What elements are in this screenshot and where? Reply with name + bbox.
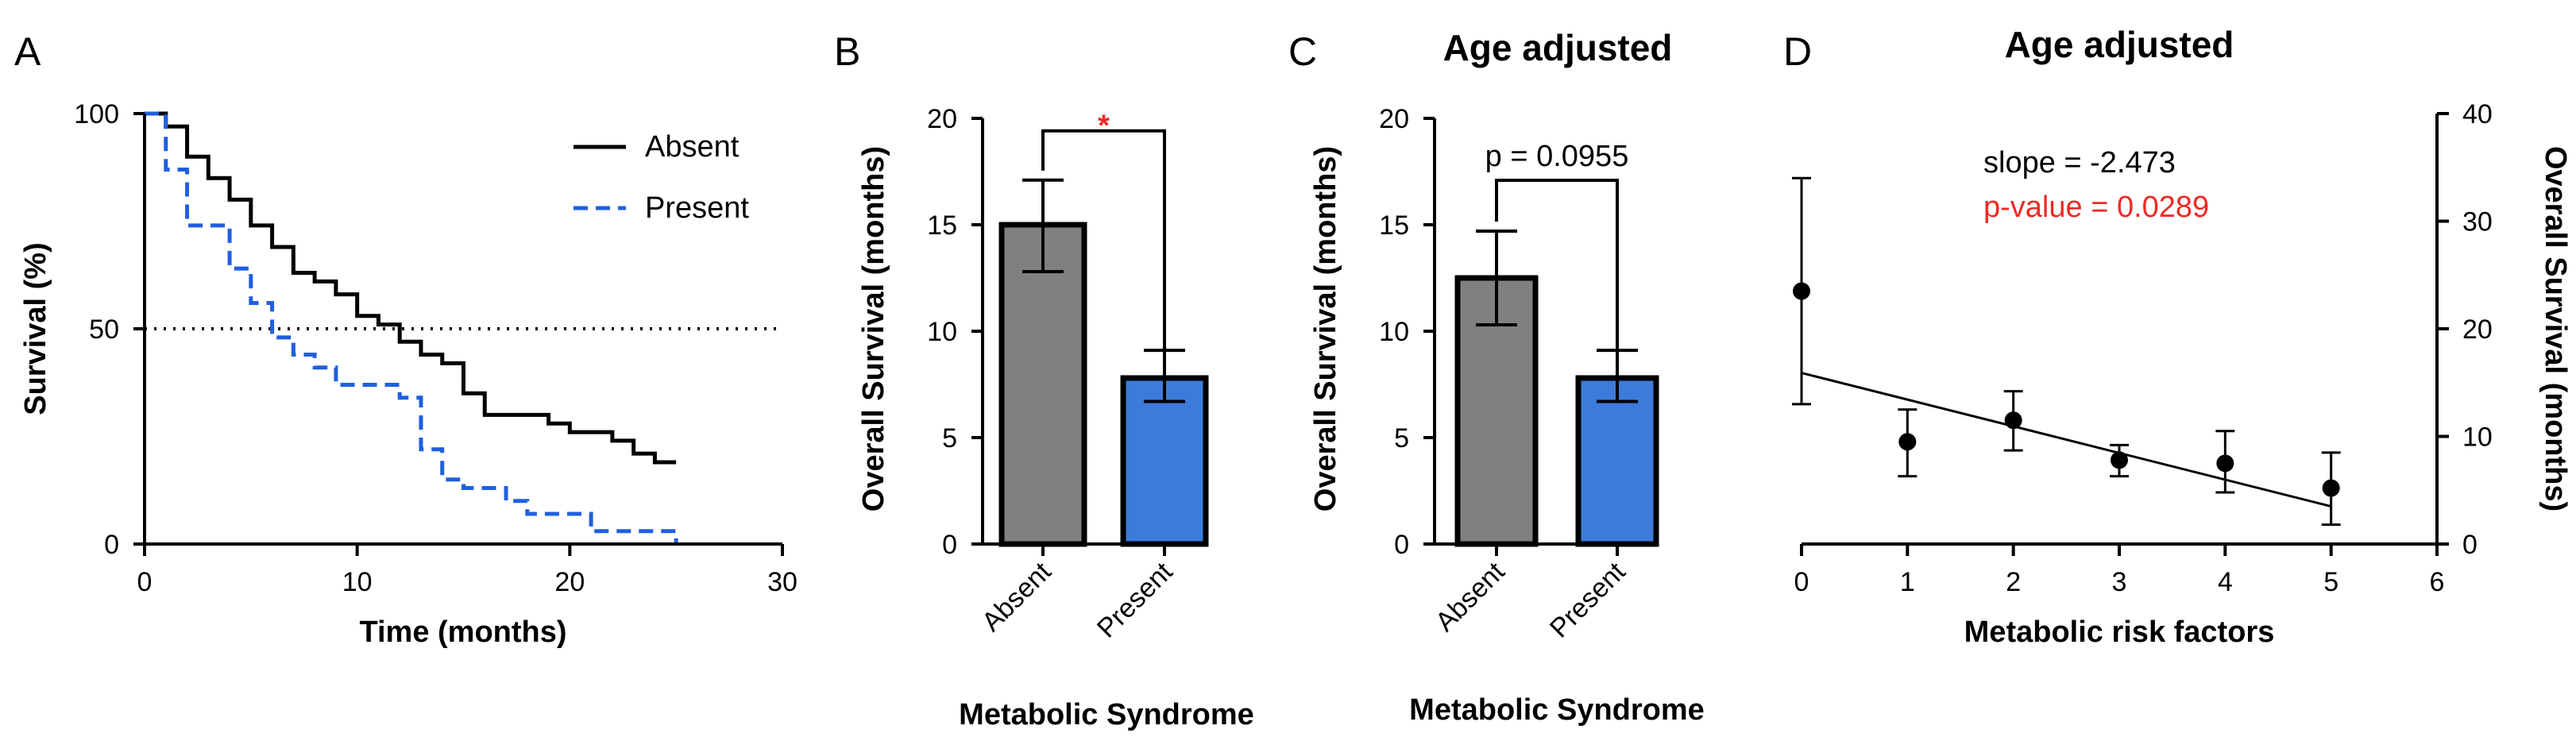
y-tick-label: 5	[1394, 423, 1409, 453]
y-tick-label: 0	[1394, 530, 1409, 560]
x-tick-label: 10	[342, 567, 373, 597]
panel-c-letter: C	[1288, 29, 1317, 74]
panel-a-letter: A	[14, 29, 41, 74]
significance-bracket	[1041, 129, 1166, 402]
data-point	[2004, 411, 2022, 430]
significance-bracket	[1495, 179, 1619, 402]
panel-b: B * 0 5 10 15 20 Absent Present Overall Survi…	[834, 29, 1254, 731]
error-bar-absent	[1022, 178, 1064, 273]
category-label-absent: Absent	[1430, 556, 1511, 637]
x-tick-label: 4	[2218, 567, 2233, 597]
p-value-label: p = 0.0955	[1485, 140, 1629, 173]
panel-a-y-label: Survival (%)	[19, 242, 52, 415]
panel-d-title: Age adjusted	[2005, 24, 2234, 65]
bar-present	[1120, 375, 1209, 547]
data-point	[2322, 479, 2340, 497]
panel-d-x-ticks: 0 1 2 3 4 5 6	[1794, 544, 2445, 597]
legend-label-present: Present	[645, 191, 749, 225]
category-label-absent: Absent	[976, 556, 1057, 637]
panel-a-x-label: Time (months)	[359, 616, 566, 649]
panel-a-x-ticks: 0 10 20 30	[137, 544, 798, 597]
p-value-annotation: p-value = 0.0289	[1983, 191, 2209, 224]
x-tick-label: 20	[554, 567, 585, 597]
panel-d: D Age adjusted 0 10 20 30 40 0 1 2 3 4 5 6 Overall…	[1783, 24, 2572, 649]
x-tick-label: 1	[1900, 567, 1915, 597]
survival-curve-present	[145, 111, 678, 544]
significance-star: *	[1098, 110, 1110, 143]
bar-absent	[998, 222, 1087, 547]
y-tick-label: 5	[942, 423, 957, 453]
x-tick-label: 30	[767, 567, 798, 597]
x-tick-label: 3	[2112, 567, 2127, 597]
legend: Absent Present	[574, 130, 749, 225]
panel-c-y-ticks: 0 5 10 15 20	[1379, 104, 1435, 560]
data-point	[2216, 454, 2234, 473]
regression-line	[1801, 372, 2332, 508]
panel-c-y-label: Overall Survival (months)	[1309, 146, 1342, 511]
y-tick-label: 0	[2462, 530, 2478, 560]
panel-c-x-ticks: Absent Present	[1430, 544, 1632, 644]
y-tick-label: 0	[104, 530, 119, 560]
panel-b-x-ticks: Absent Present	[976, 544, 1179, 644]
y-tick-label: 30	[2462, 207, 2493, 237]
x-tick-label: 5	[2323, 567, 2338, 597]
y-tick-label: 40	[2462, 99, 2493, 129]
panel-b-y-label: Overall Survival (months)	[857, 146, 890, 511]
panel-d-letter: D	[1783, 29, 1812, 74]
y-tick-label: 50	[89, 315, 119, 345]
x-tick-label: 0	[1794, 567, 1809, 597]
x-tick-label: 0	[137, 567, 153, 597]
panel-b-y-ticks: 0 5 10 15 20	[927, 104, 983, 560]
panel-c-title: Age adjusted	[1443, 27, 1673, 68]
y-tick-label: 10	[2462, 423, 2493, 453]
y-tick-label: 15	[927, 210, 957, 241]
panel-d-y-label: Overall Survival (months)	[2539, 146, 2572, 511]
y-tick-label: 10	[927, 317, 957, 347]
panel-d-error-bars	[1792, 176, 2341, 527]
data-point	[1898, 433, 1917, 451]
panel-d-x-label: Metabolic risk factors	[1964, 616, 2275, 649]
panel-c: C Age adjusted p = 0.0955 0 5 10 15 20 Absen…	[1288, 27, 1705, 727]
panel-d-y-ticks: 0 10 20 30 40	[2437, 99, 2493, 560]
panel-b-letter: B	[834, 29, 860, 74]
y-tick-label: 20	[2462, 315, 2493, 345]
x-tick-label: 2	[2006, 567, 2021, 597]
survival-curve-absent	[145, 111, 677, 465]
x-tick-label: 6	[2430, 567, 2445, 597]
y-tick-label: 100	[74, 99, 119, 129]
error-bar-absent	[1476, 230, 1517, 326]
bar-present	[1575, 375, 1659, 547]
y-tick-label: 20	[1379, 104, 1409, 134]
y-tick-label: 10	[1379, 317, 1409, 347]
panel-a: A 0 50 100 0 10 20 30 Survival (%) Time (mont…	[14, 29, 798, 649]
y-tick-label: 0	[942, 530, 957, 560]
slope-annotation: slope = -2.473	[1983, 146, 2176, 179]
panel-d-points	[1793, 282, 2340, 497]
data-point	[1793, 282, 1810, 300]
y-tick-label: 20	[927, 104, 957, 134]
data-point	[2111, 451, 2128, 469]
category-label-present: Present	[1544, 556, 1632, 643]
panel-b-x-label: Metabolic Syndrome	[959, 698, 1254, 731]
panel-c-x-label: Metabolic Syndrome	[1409, 693, 1705, 727]
y-tick-label: 15	[1379, 210, 1409, 241]
panel-a-y-ticks: 0 50 100	[74, 99, 145, 560]
legend-label-absent: Absent	[645, 130, 740, 164]
category-label-present: Present	[1091, 556, 1179, 643]
